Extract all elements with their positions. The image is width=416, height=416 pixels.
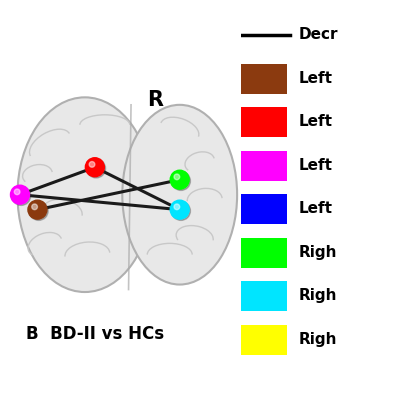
Circle shape [170, 170, 189, 189]
Circle shape [174, 204, 180, 210]
Circle shape [85, 158, 104, 177]
FancyBboxPatch shape [241, 151, 287, 181]
Ellipse shape [122, 105, 237, 285]
Text: Decr: Decr [299, 27, 339, 42]
Circle shape [170, 200, 189, 219]
Text: B  BD-II vs HCs: B BD-II vs HCs [26, 325, 164, 344]
Circle shape [171, 201, 191, 220]
FancyBboxPatch shape [241, 281, 287, 311]
FancyBboxPatch shape [241, 324, 287, 354]
FancyBboxPatch shape [241, 194, 287, 224]
Circle shape [28, 200, 47, 219]
FancyBboxPatch shape [241, 64, 287, 94]
Circle shape [174, 174, 180, 180]
FancyBboxPatch shape [241, 238, 287, 267]
Circle shape [10, 185, 30, 204]
Text: Left: Left [299, 71, 333, 86]
Circle shape [29, 201, 48, 220]
Circle shape [12, 186, 31, 206]
Circle shape [171, 171, 191, 191]
Text: Righ: Righ [299, 245, 337, 260]
Text: R: R [147, 90, 163, 110]
FancyBboxPatch shape [241, 107, 287, 137]
Ellipse shape [17, 97, 152, 292]
Circle shape [87, 159, 106, 178]
Text: Left: Left [299, 201, 333, 216]
Text: Left: Left [299, 158, 333, 173]
Circle shape [14, 189, 20, 195]
Circle shape [89, 161, 95, 167]
Circle shape [32, 204, 37, 210]
Text: Righ: Righ [299, 288, 337, 303]
Text: Righ: Righ [299, 332, 337, 347]
Text: Left: Left [299, 114, 333, 129]
